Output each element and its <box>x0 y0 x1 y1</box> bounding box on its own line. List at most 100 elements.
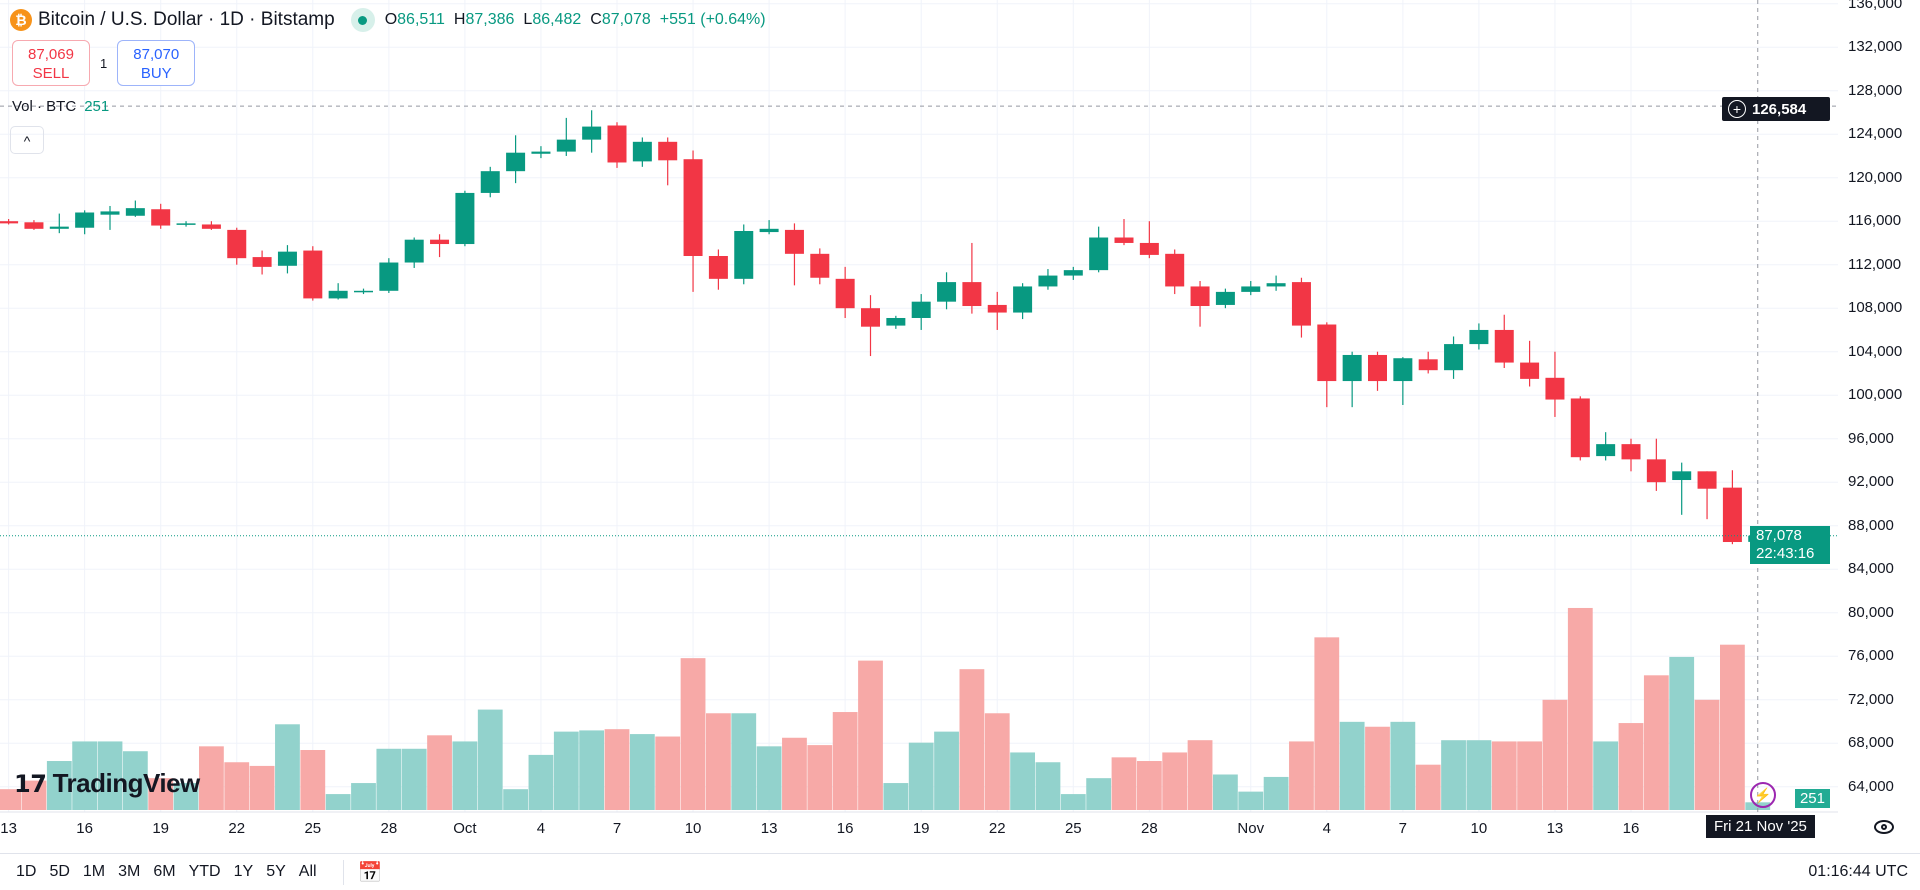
volume-bar <box>1567 607 1593 810</box>
time-tick-label: 19 <box>152 820 170 837</box>
quantity[interactable]: 1 <box>100 55 108 71</box>
add-alert-icon[interactable]: + <box>1728 100 1746 118</box>
bitcoin-icon: ₿ <box>10 9 32 31</box>
price-tick-label: 72,000 <box>1848 690 1894 708</box>
candle-body <box>1444 344 1464 371</box>
go-to-date-icon[interactable]: 📅 <box>342 859 382 885</box>
symbol-header: ₿ Bitcoin / U.S. Dollar · 1D · Bitstamp … <box>10 8 775 32</box>
buy-price: 87,070 <box>133 46 180 63</box>
candle-body <box>1520 362 1540 379</box>
candle-body <box>1469 329 1489 345</box>
candle-body <box>201 224 221 229</box>
candle-body <box>1596 444 1616 457</box>
time-tick-label: 22 <box>988 820 1006 837</box>
candle-body <box>1190 286 1210 307</box>
volume-bar <box>21 780 47 810</box>
crosshair-price-label: + 126,584 <box>1722 97 1830 121</box>
close-label: C <box>590 11 602 28</box>
time-tick-label: Oct <box>453 820 477 837</box>
candle-body <box>252 257 272 267</box>
range-5y[interactable]: 5Y <box>266 863 286 880</box>
price-tick-label: 76,000 <box>1848 647 1894 665</box>
buy-button[interactable]: 87,070 BUY <box>117 40 196 86</box>
high-label: H <box>453 11 466 28</box>
range-all[interactable]: All <box>298 863 317 880</box>
collapse-legend-button[interactable]: ^ <box>10 126 44 154</box>
candle-body <box>987 304 1007 313</box>
range-1m[interactable]: 1M <box>82 863 106 880</box>
time-tick-label: 7 <box>612 820 622 837</box>
time-tick-label: 13 <box>0 820 17 837</box>
sell-price: 87,069 <box>28 46 74 63</box>
candle-body <box>1038 275 1058 287</box>
range-3m[interactable]: 3M <box>118 863 141 880</box>
last-volume-label: 251 <box>1794 789 1830 808</box>
candle-body <box>277 251 297 266</box>
sell-button[interactable]: 87,069 SELL <box>12 40 90 86</box>
time-tick-label: 4 <box>536 820 546 837</box>
candle-body <box>303 250 323 299</box>
volume-bar <box>275 724 300 810</box>
volume-legend[interactable]: Vol · BTC 251 <box>12 98 109 115</box>
last-price-label: 87,078 22:43:16 <box>1750 526 1830 564</box>
volume-bar <box>1669 656 1695 810</box>
candle-body <box>632 141 652 162</box>
volume-bar <box>1694 699 1720 810</box>
volume-bar <box>1086 778 1112 810</box>
price-chart[interactable] <box>0 0 1920 852</box>
volume-bar <box>173 783 199 810</box>
volume-bar <box>401 748 427 810</box>
candle-body <box>1697 471 1717 489</box>
candle-body <box>1291 282 1311 326</box>
candle-body <box>1063 270 1083 276</box>
time-tick-label: 16 <box>836 820 854 837</box>
price-tick-label: 116,000 <box>1848 212 1902 230</box>
range-ytd[interactable]: YTD <box>188 863 221 880</box>
candle-body <box>911 301 931 318</box>
candle-body <box>1215 291 1235 305</box>
time-tick-label: 25 <box>1064 820 1082 837</box>
volume-bar <box>908 742 934 810</box>
volume-legend-value: 251 <box>84 98 110 115</box>
volume-bar <box>1289 741 1314 810</box>
volume-bar <box>655 736 681 810</box>
volume-bar <box>452 741 478 810</box>
price-tick-label: 120,000 <box>1848 168 1903 186</box>
volume-bar <box>832 712 858 810</box>
clock[interactable]: 01:16:44 UTC <box>1808 863 1908 880</box>
volume-bar <box>959 669 985 810</box>
volume-bar <box>300 749 326 810</box>
candle-body <box>607 125 627 163</box>
range-1y[interactable]: 1Y <box>233 863 254 880</box>
range-6m[interactable]: 6M <box>153 863 176 880</box>
volume-bar <box>807 745 833 810</box>
low-label: L <box>523 11 533 28</box>
bottom-toolbar: 1D 5D 1M 3M 6M YTD 1Y 5Y All 📅 01:16:44 UTC <box>0 853 1920 890</box>
volume-bar <box>934 731 959 810</box>
axis-settings-icon[interactable] <box>1874 820 1894 834</box>
candle-body <box>455 192 475 245</box>
candle-body <box>1545 377 1565 400</box>
range-5d[interactable]: 5D <box>49 863 70 880</box>
volume-bar <box>224 762 250 810</box>
market-status-icon[interactable] <box>350 8 375 32</box>
buy-label: BUY <box>140 65 172 82</box>
open-value: 86,511 <box>397 11 445 28</box>
volume-bar <box>680 658 706 810</box>
tradingview-logo[interactable]: 𝟭𝟳 TradingView <box>14 768 200 798</box>
volume-bar <box>553 731 579 810</box>
volume-bar <box>249 765 275 810</box>
time-tick-label: 19 <box>912 820 930 837</box>
magic-icon[interactable]: ⚡ <box>1750 782 1776 808</box>
candle-body <box>1646 459 1666 483</box>
close-value: 87,078 <box>601 11 651 28</box>
candle-body <box>379 262 399 291</box>
symbol-title[interactable]: Bitcoin / U.S. Dollar · 1D · Bitstamp <box>38 9 335 30</box>
candle-body <box>1722 487 1742 543</box>
candle-body <box>0 221 19 224</box>
candle-body <box>1165 253 1185 287</box>
volume-bar <box>199 746 224 810</box>
candle-body <box>1570 398 1590 458</box>
candle-body <box>582 126 602 140</box>
range-1d[interactable]: 1D <box>16 863 37 880</box>
